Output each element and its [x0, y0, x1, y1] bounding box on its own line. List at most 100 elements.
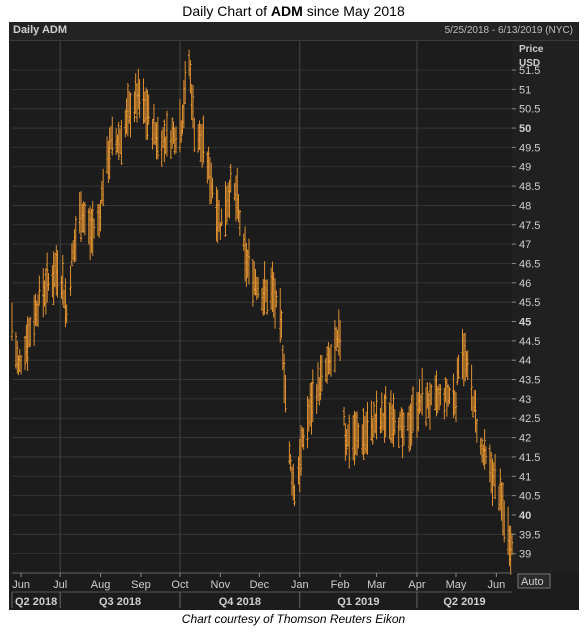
price-bar	[143, 91, 147, 124]
price-bar	[36, 294, 40, 327]
auto-scale-button[interactable]	[517, 573, 551, 589]
x-tick-label: Jun	[12, 579, 30, 591]
price-bar	[51, 265, 54, 298]
price-bar	[419, 393, 423, 412]
y-tick-label: 39.5	[519, 529, 540, 541]
y-tick-label: 41.5	[519, 452, 540, 464]
x-tick-label: Oct	[171, 579, 188, 591]
price-bar	[363, 416, 367, 455]
x-tick-label: Feb	[331, 579, 350, 591]
y-tick-label: 51.5	[519, 65, 540, 77]
y-tick-label: 48	[519, 200, 531, 212]
x-tick-label: Jan	[291, 579, 309, 591]
price-bar	[161, 127, 165, 148]
price-bar	[407, 405, 411, 452]
price-bar	[461, 329, 464, 379]
price-bar	[480, 438, 484, 463]
price-bar	[275, 290, 278, 308]
y-tick-label: 43	[519, 394, 531, 406]
chart-panel[interactable]: Daily ADM 5/25/2018 - 6/13/2019 (NYC) 39…	[9, 22, 579, 610]
price-bar	[252, 261, 256, 295]
price-bar	[251, 259, 255, 307]
price-bar	[43, 280, 46, 307]
price-bar	[397, 417, 400, 448]
price-bar	[220, 208, 223, 227]
price-bar	[91, 200, 94, 256]
price-bar	[428, 382, 432, 431]
quarter-label: Q1 2019	[337, 596, 379, 608]
price-bar	[178, 99, 182, 153]
price-bar	[288, 441, 291, 465]
price-bar	[174, 126, 178, 154]
y-tick-label: 47	[519, 239, 531, 251]
price-bar	[473, 390, 476, 413]
price-bar	[470, 364, 473, 411]
price-bar	[16, 340, 19, 374]
price-bar	[52, 251, 55, 305]
price-bar	[74, 216, 78, 262]
price-bar	[25, 324, 28, 363]
auto-scale-button-label[interactable]: Auto	[521, 576, 544, 588]
price-bar	[55, 245, 58, 296]
price-bar	[146, 89, 149, 140]
price-bar	[226, 182, 230, 218]
price-bar	[282, 353, 286, 404]
price-bar	[243, 226, 247, 282]
y-tick-label: 45	[519, 317, 531, 329]
y-tick-label: 51	[519, 84, 531, 96]
price-bar	[23, 336, 27, 371]
price-chart[interactable]: 39 39.5 40 40.5 41 41.5 42 42.5 43 43.5 44 44.5 45 45…	[9, 22, 579, 610]
y-tick-label: 45.5	[519, 297, 540, 309]
price-bar	[216, 189, 219, 244]
price-bar	[14, 332, 18, 369]
price-bar	[206, 151, 209, 184]
quarter-label: Q2 2018	[15, 596, 57, 608]
y-tick-label: 49	[519, 162, 531, 174]
price-bar	[120, 119, 123, 165]
price-bar	[56, 250, 59, 298]
price-bar	[183, 61, 187, 104]
price-bar	[336, 329, 339, 348]
price-bar	[44, 268, 48, 315]
price-bar	[26, 316, 29, 371]
price-bar	[151, 118, 154, 150]
y-tick-label: 44.5	[519, 336, 540, 348]
price-bar	[410, 394, 413, 446]
y-axis-title: USD	[519, 58, 540, 69]
price-bar	[320, 355, 324, 392]
chart-title: Daily Chart of ADM since May 2018	[182, 3, 405, 19]
date-range-label: 5/25/2018 - 6/13/2019 (NYC)	[444, 25, 573, 36]
price-bar	[61, 254, 64, 306]
price-bar	[307, 398, 311, 432]
price-bar	[108, 127, 111, 180]
price-bar	[133, 91, 136, 123]
price-bar	[465, 351, 468, 378]
price-bar	[245, 242, 248, 287]
price-bar	[384, 386, 387, 438]
price-bar	[160, 130, 163, 167]
price-bar	[351, 415, 355, 461]
price-bar	[79, 191, 83, 243]
price-bar	[445, 378, 449, 417]
x-tick-label: Dec	[250, 579, 270, 591]
price-bar	[173, 128, 176, 155]
price-bar	[361, 424, 364, 455]
x-tick-label: Mar	[367, 579, 386, 591]
price-bar	[42, 268, 45, 318]
price-bar	[457, 354, 460, 379]
price-bar	[420, 367, 424, 416]
price-bar	[254, 269, 257, 296]
price-bar	[289, 454, 292, 472]
y-tick-label: 44	[519, 355, 531, 367]
price-bar	[71, 240, 75, 261]
price-bar	[474, 390, 477, 433]
price-bar	[187, 49, 191, 77]
price-bar	[443, 387, 446, 420]
price-bar	[138, 79, 141, 118]
price-bar	[484, 446, 488, 464]
price-bar	[374, 413, 377, 434]
price-bar	[198, 120, 201, 150]
price-bar	[302, 428, 305, 450]
price-bar	[81, 203, 84, 233]
price-bar	[32, 295, 36, 346]
